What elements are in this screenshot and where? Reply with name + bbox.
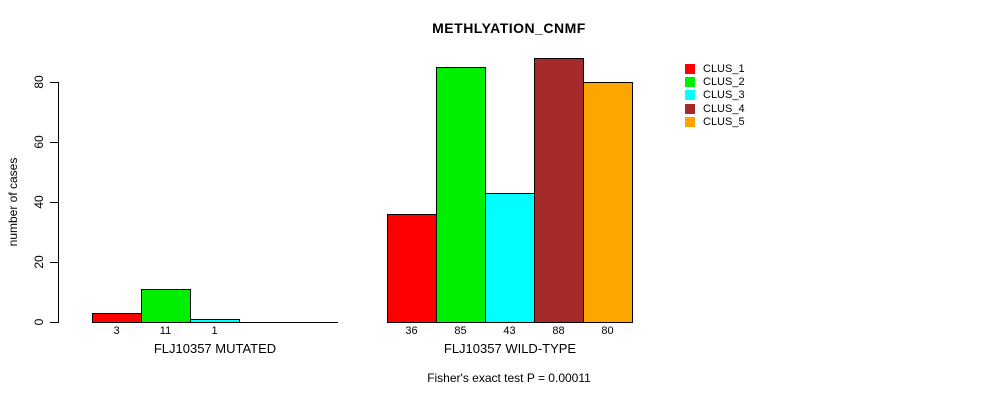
bar-clus_1-group-0: [92, 313, 142, 323]
chart-title: METHLYATION_CNMF: [432, 20, 586, 36]
bar-clus_5-group-1: [583, 82, 633, 323]
legend-swatch-clus_4: [685, 103, 695, 114]
legend-swatch-clus_2: [685, 76, 695, 87]
y-axis-line: [58, 82, 59, 323]
bar-value-clus_2-group-0: 11: [159, 325, 172, 337]
legend-swatch-clus_5: [685, 117, 695, 128]
bar-value-clus_3-group-1: 43: [503, 325, 516, 337]
bar-clus_2-group-1: [436, 67, 486, 323]
bar-clus_4-group-1: [534, 58, 584, 323]
group-label-wild-type: FLJ10357 WILD-TYPE: [443, 341, 577, 356]
group-label-mutated: FLJ10357 MUTATED: [153, 341, 277, 356]
bar-value-clus_2-group-1: 85: [454, 325, 467, 337]
legend-label-clus_1: CLUS_1: [703, 62, 745, 75]
bar-clus_2-group-0: [141, 289, 191, 323]
legend-item-clus_1: CLUS_1: [685, 62, 775, 77]
legend-swatch-clus_1: [685, 63, 695, 74]
legend-swatch-clus_3: [685, 90, 695, 101]
y-tick-0: [50, 322, 58, 323]
legend-label-clus_5: CLUS_5: [703, 116, 745, 129]
bar-value-clus_3-group-0: 1: [211, 325, 218, 337]
bar-clus_3-group-1: [485, 193, 535, 323]
y-tick-label-60: 60: [32, 135, 46, 149]
legend-item-clus_4: CLUS_4: [685, 102, 775, 117]
bar-value-clus_1-group-1: 36: [405, 325, 418, 337]
y-tick-label-0: 0: [32, 318, 46, 326]
bar-clus_3-group-0: [190, 319, 240, 323]
y-axis-title: number of cases: [6, 157, 20, 247]
bar-value-clus_5-group-1: 80: [601, 325, 614, 337]
legend-item-clus_3: CLUS_3: [685, 90, 775, 103]
bar-clus_1-group-1: [387, 214, 437, 323]
y-tick-60: [50, 142, 58, 143]
legend-item-clus_5: CLUS_5: [685, 117, 775, 130]
bar-value-clus_4-group-1: 88: [552, 325, 565, 337]
bar-value-clus_1-group-0: 3: [113, 325, 120, 337]
y-tick-label-80: 80: [32, 75, 46, 89]
y-tick-40: [50, 202, 58, 203]
y-tick-80: [50, 82, 58, 83]
legend-label-clus_3: CLUS_3: [703, 89, 745, 102]
legend-label-clus_2: CLUS_2: [703, 75, 745, 88]
fisher-test-annotation: Fisher's exact test P = 0.00011: [427, 371, 591, 385]
legend-item-clus_2: CLUS_2: [685, 75, 775, 90]
legend-label-clus_4: CLUS_4: [703, 102, 745, 115]
y-tick-20: [50, 262, 58, 263]
y-tick-label-20: 20: [32, 255, 46, 269]
y-tick-label-40: 40: [32, 195, 46, 209]
